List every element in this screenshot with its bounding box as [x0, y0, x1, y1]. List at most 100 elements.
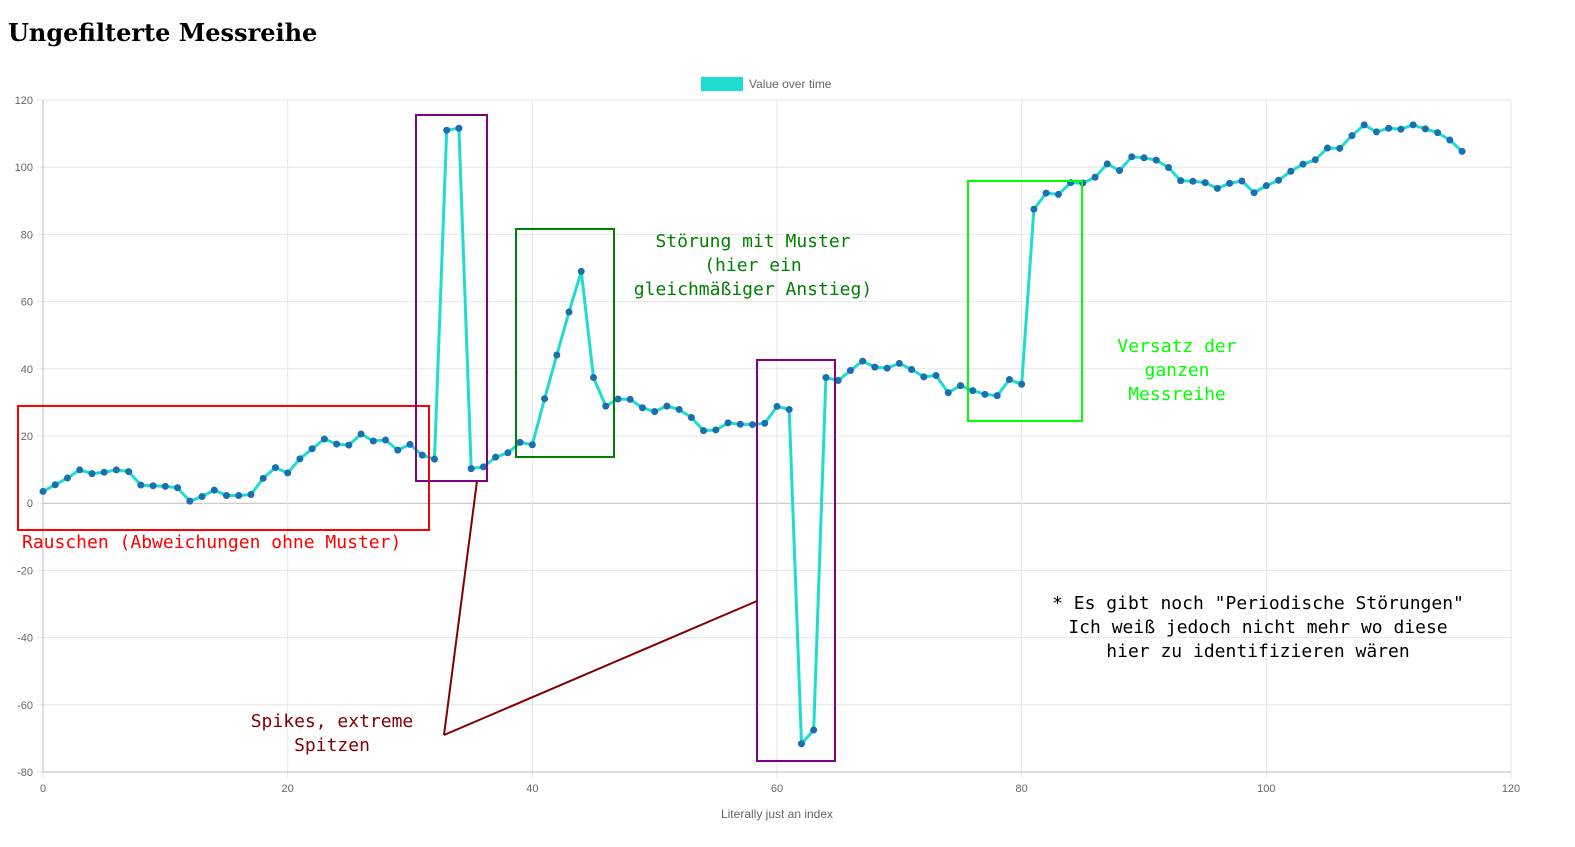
data-point [1177, 177, 1185, 185]
data-point [479, 463, 487, 471]
periodic-note: * Es gibt noch "Periodische Störungen" Ic… [1052, 593, 1464, 662]
data-point [1091, 173, 1099, 181]
data-point [663, 402, 671, 410]
offset-label-line: Messreihe [1128, 384, 1226, 405]
data-point [969, 387, 977, 395]
data-point [993, 392, 1001, 400]
data-point [88, 470, 96, 478]
data-point [528, 441, 536, 449]
data-point [846, 366, 854, 374]
data-point [63, 474, 71, 482]
data-point [638, 404, 646, 412]
data-point [467, 465, 475, 473]
x-tick-label: 80 [1016, 783, 1028, 795]
data-point [1116, 167, 1124, 175]
axes: -80 -60 -40 -20 0 20 40 60 80 100 120 0 20 40 60 80 100 1… [15, 95, 1521, 795]
data-point [553, 351, 561, 359]
data-point [1360, 121, 1368, 129]
data-point [626, 395, 634, 403]
y-tick-label: 40 [21, 364, 33, 376]
data-point [773, 402, 781, 410]
data-point [51, 481, 59, 489]
x-tick-label: 0 [40, 783, 46, 795]
data-point [932, 372, 940, 380]
data-point [859, 357, 867, 365]
data-point [565, 308, 573, 316]
data-point [1446, 136, 1454, 144]
data-point [443, 126, 451, 134]
data-point [1409, 121, 1417, 129]
data-point [1311, 156, 1319, 164]
y-tick-label: 0 [27, 498, 33, 510]
data-point [614, 395, 622, 403]
data-point [908, 365, 916, 373]
data-point [259, 474, 267, 482]
spikes-label: Spikes, extreme Spitzen [251, 711, 414, 756]
data-point [223, 491, 230, 499]
data-point [883, 364, 891, 372]
y-tick-label: 20 [21, 431, 33, 443]
data-point [76, 466, 84, 474]
spikes-label-line: Spikes, extreme [251, 711, 414, 732]
data-point [369, 437, 377, 445]
data-point [1397, 125, 1405, 133]
data-point [785, 405, 793, 413]
spike-pointer-line [443, 480, 478, 736]
y-tick-label: 80 [21, 229, 33, 241]
data-point [455, 124, 463, 132]
pattern-disturbance-label: Störung mit Muster (hier ein gleichmäßiger… [634, 231, 872, 300]
data-point [541, 395, 549, 403]
data-point [296, 455, 304, 463]
data-point [112, 466, 120, 474]
data-point [944, 389, 952, 397]
data-point [161, 482, 169, 490]
x-tick-label: 40 [526, 783, 538, 795]
data-point [1005, 376, 1013, 384]
data-point [1226, 179, 1234, 187]
legend[interactable]: Value over time [701, 77, 832, 91]
data-point [1434, 129, 1442, 137]
data-point [418, 451, 426, 459]
y-tick-label: 100 [15, 162, 33, 174]
x-axis-title: Literally just an index [721, 807, 833, 821]
data-point [675, 405, 683, 413]
y-tick-label: -80 [17, 767, 33, 779]
data-point [504, 449, 512, 457]
periodic-note-line: hier zu identifizieren wären [1106, 641, 1409, 662]
data-point [1140, 154, 1148, 162]
data-point [137, 481, 145, 489]
data-point [1299, 160, 1307, 168]
spike-pointer-line [443, 600, 758, 736]
data-point [1287, 167, 1295, 175]
data-point [235, 491, 243, 499]
data-point [1348, 132, 1356, 140]
data-point [1201, 179, 1209, 187]
legend-label[interactable]: Value over time [749, 77, 832, 91]
data-point [590, 374, 597, 382]
grid [37, 99, 1512, 778]
data-point [406, 440, 414, 448]
data-point [834, 377, 842, 385]
data-point [1238, 177, 1246, 185]
data-point [1213, 184, 1221, 192]
legend-swatch[interactable] [701, 77, 743, 91]
data-point [1324, 144, 1331, 152]
offset-region-box [967, 180, 1083, 422]
data-point [700, 427, 708, 435]
y-tick-label: -40 [17, 633, 33, 645]
data-point [100, 468, 108, 476]
data-point [149, 482, 157, 490]
data-point [186, 497, 194, 505]
data-point [1054, 190, 1062, 198]
y-tick-label: 60 [21, 297, 33, 309]
x-tick-label: 120 [1502, 783, 1520, 795]
spikes-label-line: Spitzen [294, 735, 370, 756]
page-title: Ungefilterte Messreihe [8, 18, 318, 47]
data-point [651, 407, 659, 415]
data-point [749, 421, 757, 429]
annotations: Rauschen (Abweichungen ohne Muster) Störu… [17, 114, 1464, 762]
data-point [724, 419, 732, 427]
data-point [1128, 153, 1136, 161]
data-point [1262, 182, 1270, 190]
